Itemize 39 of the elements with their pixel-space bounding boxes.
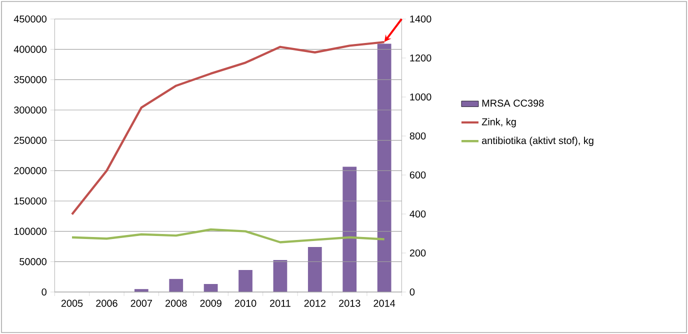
x-tick-label: 2009 [200, 300, 222, 307]
y2-tick-label: 200 [410, 249, 426, 257]
y2-tick-label: 1000 [410, 93, 432, 101]
legend-label: Zink, kg [482, 118, 516, 128]
y-tick-label: 300000 [14, 106, 46, 114]
x-tick-label: 2011 [270, 300, 290, 307]
y-tick-label: 400000 [14, 46, 46, 53]
bar [238, 270, 252, 292]
y-tick-label: 350000 [14, 76, 46, 84]
y2-tick-label: 1400 [410, 15, 432, 23]
legend-label: antibiotika (aktivt stof), kg [482, 136, 594, 146]
bar [308, 246, 322, 292]
x-tick-label: 2008 [166, 300, 187, 307]
x-tick-label: 2014 [374, 300, 396, 307]
bar [377, 44, 392, 292]
y-tick-label: 150000 [14, 197, 46, 205]
y2-tick-label: 400 [410, 210, 426, 218]
y-tick-label: 50000 [20, 258, 46, 266]
y2-tick-label: 600 [410, 171, 426, 179]
legend-label: MRSA CC398 [482, 100, 544, 107]
y-tick-label: 450000 [14, 15, 46, 23]
x-tick-label: 2007 [130, 300, 152, 307]
y-tick-label: 100000 [14, 228, 46, 235]
x-tick-label: 2005 [61, 300, 83, 307]
y2-tick-label: 1200 [410, 54, 432, 62]
bar [169, 278, 184, 292]
x-tick-label: 2012 [304, 300, 326, 307]
y-tick-label: 250000 [14, 136, 46, 144]
y2-tick-label: 0 [410, 288, 415, 296]
y2-tick-label: 800 [410, 132, 426, 140]
bar [342, 166, 357, 292]
bar [204, 284, 218, 292]
x-tick-label: 2013 [339, 300, 360, 307]
line-series [70, 228, 386, 244]
x-tick-label: 2010 [234, 300, 256, 307]
x-tick-label: 2006 [96, 300, 118, 307]
bar [273, 260, 288, 292]
y-tick-label: 200000 [14, 167, 46, 174]
y-tick-label: 0 [42, 288, 46, 296]
